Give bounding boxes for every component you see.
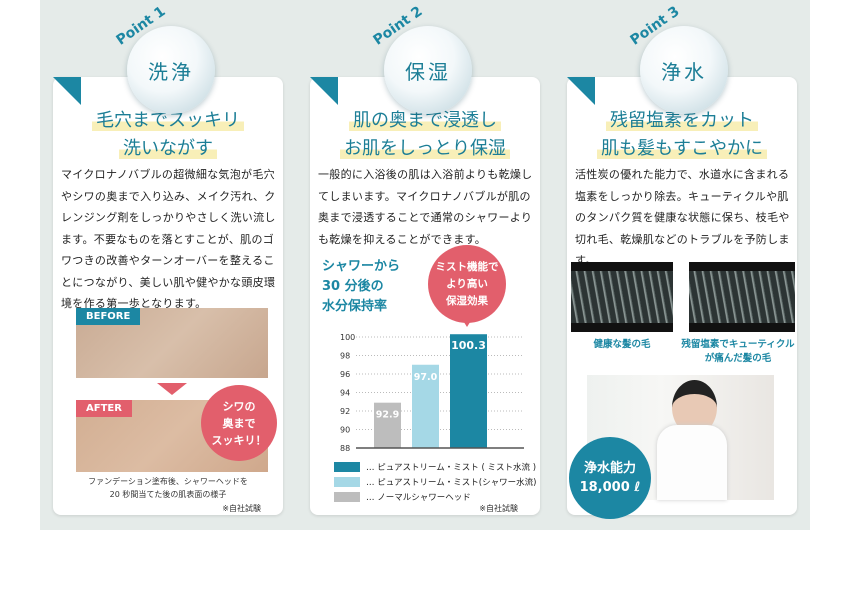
filter-capacity-badge: 浄水能力 18,000 ℓ (569, 437, 651, 519)
point-1-heading: 毛穴までスッキリ 洗いながす (53, 107, 283, 163)
wrinkle-balloon: シワの 奥まで スッキリ！ (201, 385, 277, 461)
legend-item-normal: … ノーマルシャワーヘッド (334, 491, 471, 503)
y-tick-label: 90 (340, 426, 350, 435)
bar-value-label: 97.0 (414, 372, 438, 383)
point-2-card: 肌の奥まで浸透し お肌をしっとり保湿 一般的に入浴後の肌は入浴前よりも乾燥してしま… (310, 77, 540, 515)
damaged-hair-photo (689, 262, 795, 332)
moisture-balloon: ミスト機能で より高い 保湿効果 (428, 245, 506, 323)
bar-1 (374, 402, 401, 448)
bar-value-label: 100.3 (451, 339, 486, 352)
point-1-bubble: 洗浄 (127, 26, 215, 114)
balloon-pointer (462, 319, 472, 327)
chart-heading: シャワーから 30 分後の 水分保持率 (322, 259, 401, 314)
bar-value-label: 92.9 (376, 410, 399, 421)
y-tick-label: 92 (340, 407, 350, 416)
point-3-heading: 残留塩素をカット 肌も髪もすこやかに (567, 107, 797, 163)
test-note: ※自社試験 (479, 504, 518, 513)
legend-item-shower: … ピュアストリーム・ミスト(シャワー水流) (334, 476, 536, 488)
arrow-down-icon (157, 383, 187, 395)
legend-item-mist: … ピュアストリーム・ミスト ( ミスト水流 ) (334, 461, 536, 473)
corner-triangle (567, 77, 595, 105)
point-2-heading: 肌の奥まで浸透し お肌をしっとり保湿 (310, 107, 540, 163)
y-tick-label: 88 (340, 444, 350, 453)
y-tick-label: 94 (340, 389, 350, 398)
point-3-card: 残留塩素をカット 肌も髪もすこやかに 活性炭の優れた能力で、水道水に含まれる塩素を… (567, 77, 797, 519)
healthy-hair-caption: 健康な髪の毛 (593, 339, 651, 350)
bar-2 (412, 364, 439, 448)
healthy-hair-photo (571, 262, 673, 332)
damaged-hair-caption: 残留塩素でキューティクル が痛んだ髪の毛 (681, 339, 795, 364)
point-2-body: 一般的に入浴後の肌は入浴前よりも乾燥してしまいます。マイクロナノバブルが肌の奥ま… (318, 168, 533, 246)
photo-caption: ファンデーション塗布後、シャワーヘッドを 20 秒間当てた後の肌表面の様子 (88, 477, 248, 499)
point-3-bubble: 浄水 (640, 26, 728, 114)
point-3-body: 活性炭の優れた能力で、水道水に含まれる塩素をしっかり除去。キューティクルや肌のタ… (575, 168, 790, 267)
test-note: ※自社試験 (222, 504, 261, 513)
before-photo: BEFORE (76, 308, 268, 378)
towel (657, 425, 727, 500)
point-1-card: 毛穴までスッキリ 洗いながす マイクロナノバブルの超微細な気泡が毛穴やシワの奥まで… (53, 77, 283, 515)
y-tick-label: 98 (340, 352, 350, 361)
bar-3 (450, 334, 487, 448)
point-2-bubble: 保湿 (384, 26, 472, 114)
before-label: BEFORE (76, 308, 141, 325)
y-tick-label: 96 (340, 370, 350, 379)
y-tick-label: 100 (340, 333, 355, 342)
after-label: AFTER (76, 400, 132, 417)
point-1-body: マイクロナノバブルの超微細な気泡が毛穴やシワの奥まで入り込み、メイク汚れ、クレン… (61, 168, 276, 310)
